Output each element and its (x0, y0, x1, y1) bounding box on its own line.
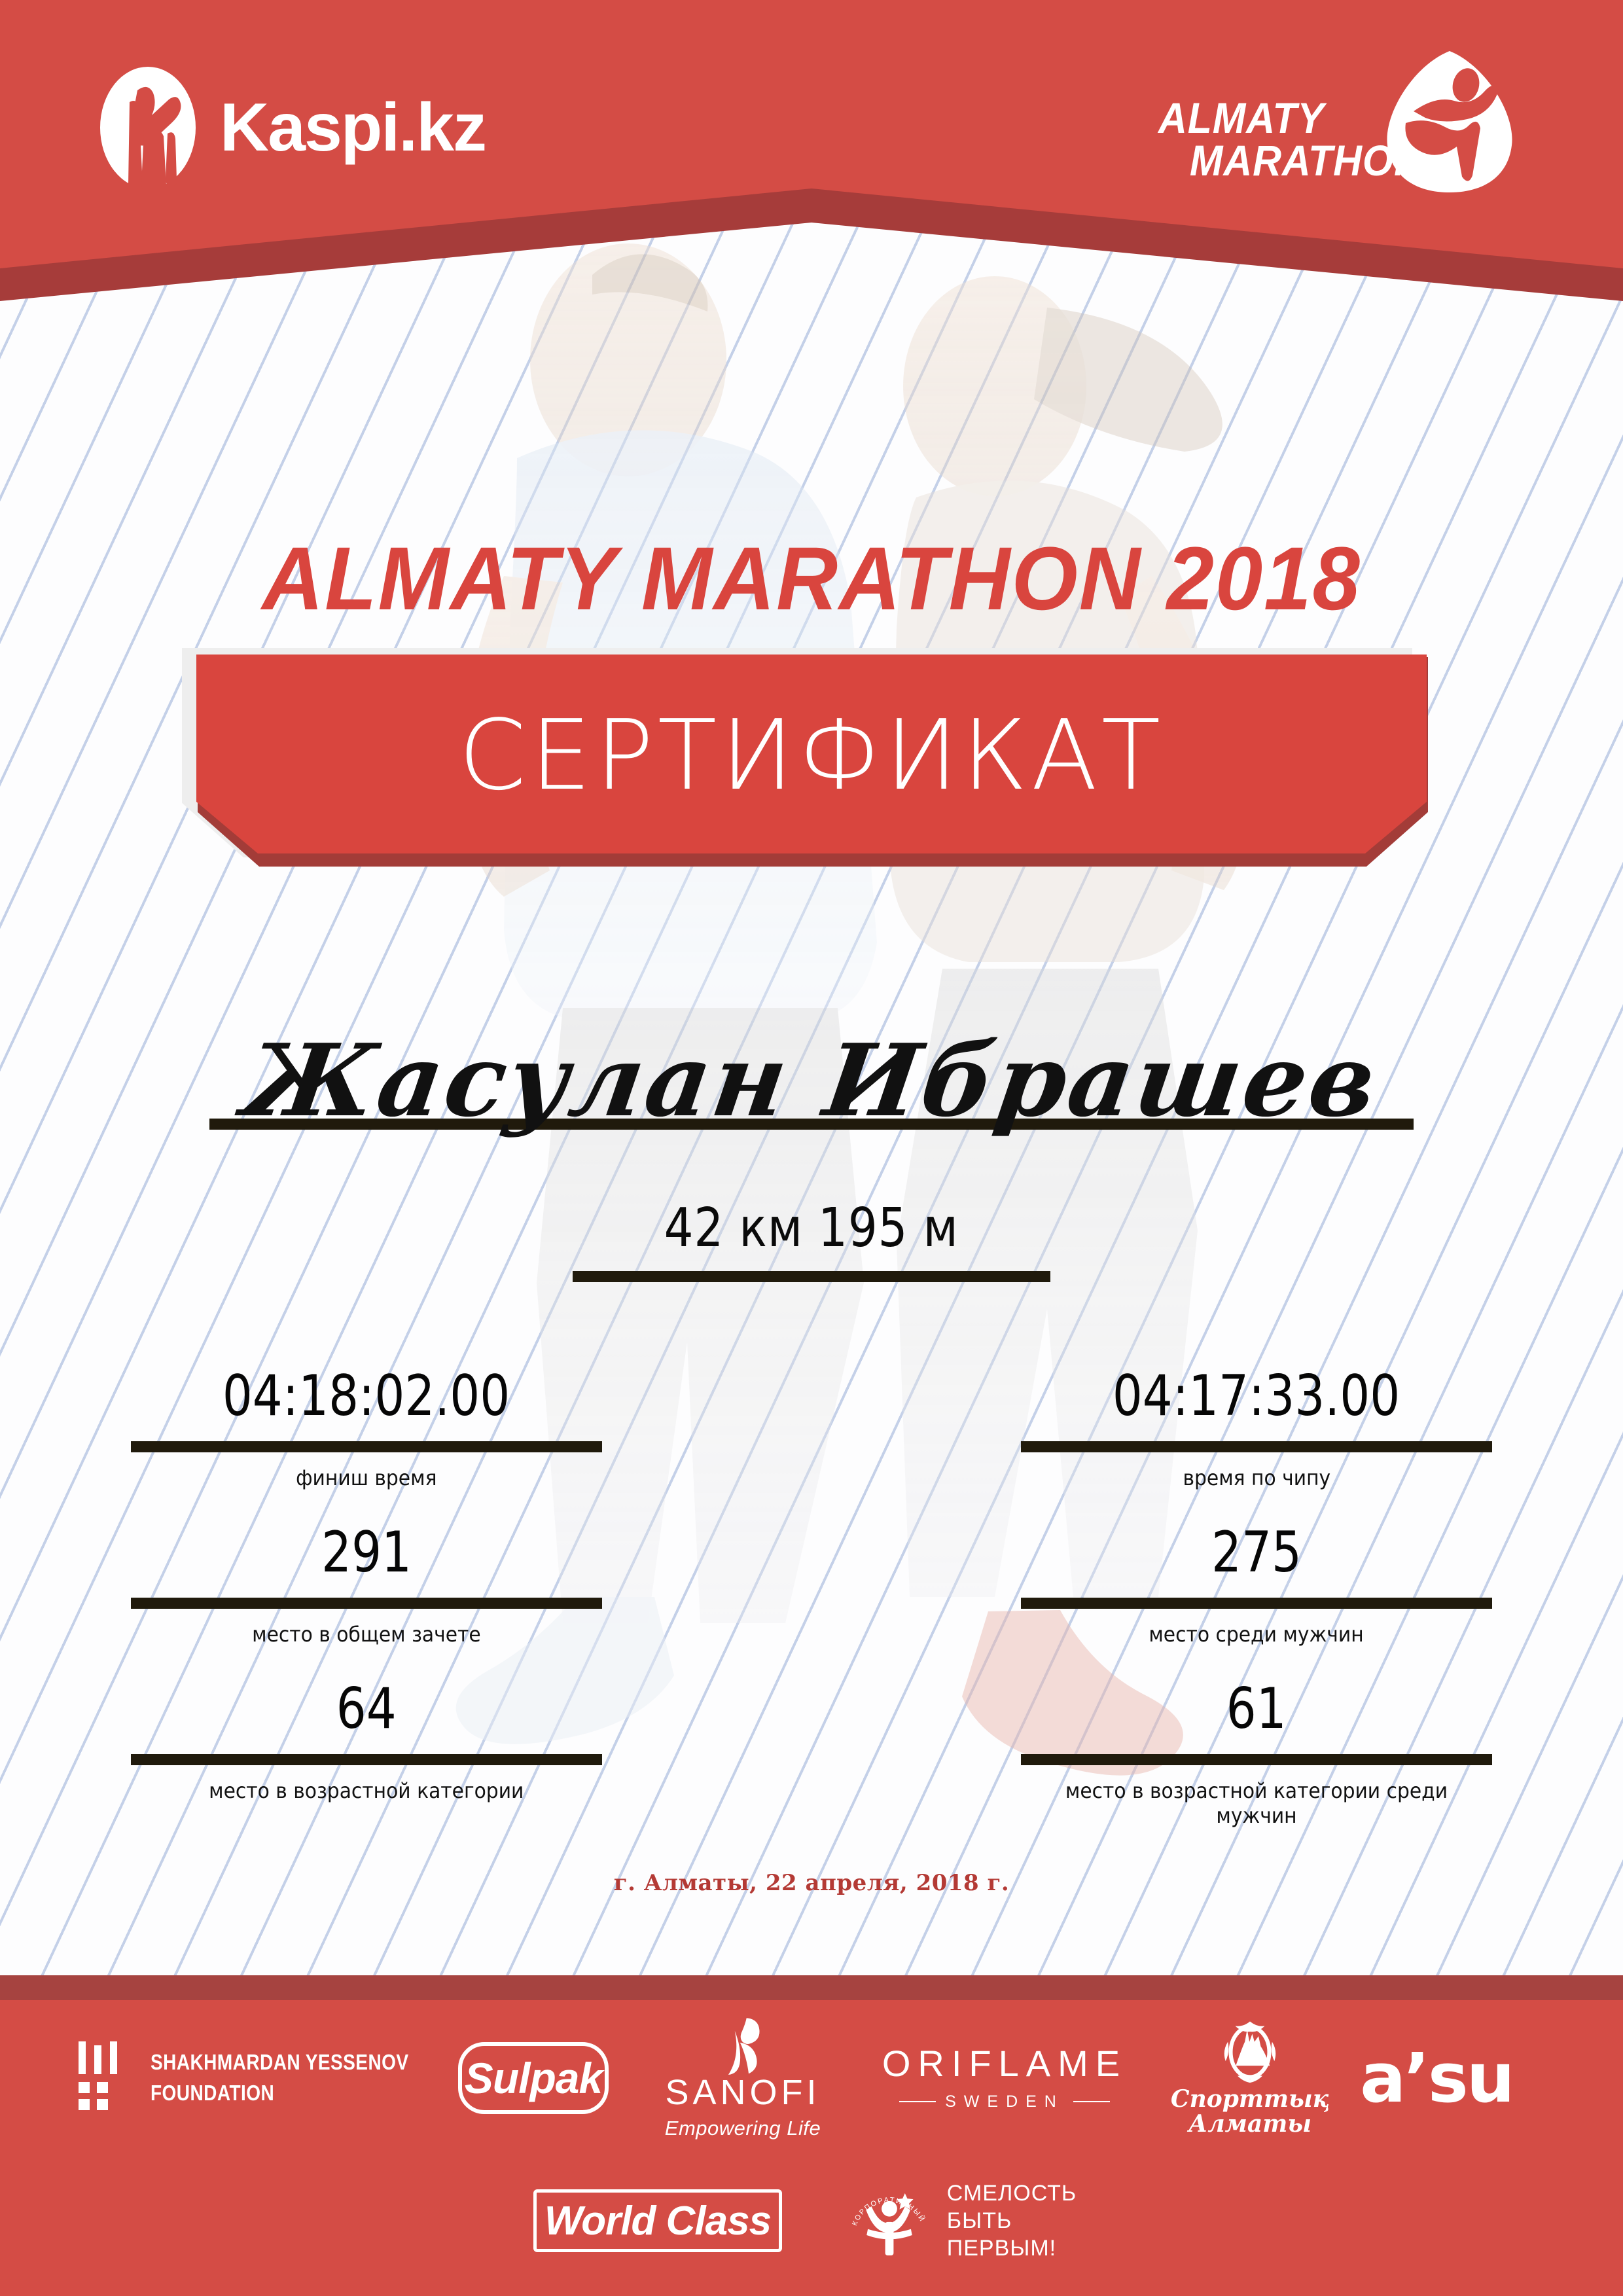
result-age-group-men-place: 61 место в возрастной категории среди му… (812, 1681, 1623, 1828)
sport-almaty-line-1: Спорттық (1170, 2085, 1330, 2113)
result-label: место в общем зачете (252, 1622, 481, 1647)
banner-label: СЕРТИФИКАТ (458, 699, 1165, 812)
result-value: 61 (1226, 1676, 1287, 1742)
yessenov-wordmark: SHAKHMARDAN YESSENOV FOUNDATION (151, 2047, 409, 2109)
result-age-group-place: 64 место в возрастной категории (0, 1681, 812, 1828)
yessenov-line-2: FOUNDATION (150, 2081, 275, 2105)
kaspi-parent-child-icon (98, 65, 198, 194)
result-label: место среди мужчин (1149, 1622, 1364, 1647)
distance-block: 42 км 195 м (0, 1202, 1623, 1282)
yessenov-bars-icon (76, 2041, 134, 2115)
sponsor-oriflame: ORIFLAME SWEDEN (854, 2045, 1155, 2111)
result-finish-time: 04:18:02.00 финиш время (0, 1368, 812, 1490)
result-value: 04:18:02.00 (223, 1363, 510, 1429)
result-value: 275 (1211, 1520, 1302, 1585)
sport-almaty-wordmark: Спорттық Алматы (1165, 2087, 1335, 2137)
distance-underline (573, 1271, 1050, 1282)
place-and-date: г. Алматы, 22 апреля, 2018 г. (613, 1870, 1010, 1896)
sponsor-smelost-byt-pervym: КОРПОРАТИВНЫЙ ФОНД СМЕЛОСТЬ БЫТЬ ПЕРВЫМ! (808, 2173, 1116, 2263)
results-row: 04:18:02.00 финиш время 04:17:33.00 врем… (0, 1368, 1623, 1490)
yessenov-line-1: SHAKHMARDAN YESSENOV (150, 2050, 409, 2075)
page-header (0, 0, 1623, 334)
almaty-marathon-logo: ALMATY MARATHON (1158, 46, 1525, 223)
result-chip-time: 04:17:33.00 время по чипу (812, 1368, 1623, 1490)
am-line-1: ALMATY (1158, 94, 1325, 142)
sponsor-sport-almaty: Спорттық Алматы (1155, 2019, 1345, 2137)
sponsor-world-class: World Class (507, 2189, 808, 2252)
page-title: ALMATY MARATHON 2018 (262, 529, 1361, 629)
result-value: 64 (336, 1676, 397, 1742)
smelost-line-3: ПЕРВЫМ! (946, 2236, 1057, 2261)
smelost-wordmark: СМЕЛОСТЬ БЫТЬ ПЕРВЫМ! (947, 2179, 1077, 2262)
sponsors-row-primary: SHAKHMARDAN YESSENOV FOUNDATION Sulpak (0, 2016, 1623, 2140)
sponsor-yessenov-foundation: SHAKHMARDAN YESSENOV FOUNDATION (78, 2041, 435, 2115)
result-underline (131, 1441, 602, 1452)
result-value: 04:17:33.00 (1113, 1363, 1400, 1429)
result-underline (131, 1598, 602, 1609)
sponsor-sulpak: Sulpak (435, 2042, 632, 2114)
oriflame-sub-wrap: SWEDEN (867, 2092, 1142, 2111)
sport-almaty-line-2: Алматы (1188, 2110, 1311, 2138)
result-label: время по чипу (1183, 1465, 1330, 1490)
smelost-line-1: СМЕЛОСТЬ (946, 2180, 1077, 2206)
result-value: 291 (321, 1520, 412, 1585)
sponsors-footer: SHAKHMARDAN YESSENOV FOUNDATION Sulpak (0, 1975, 1623, 2296)
asu-wordmark: aʼsu (1360, 2038, 1515, 2118)
sanofi-bird-icon (645, 2016, 841, 2075)
am-line-2: MARATHON (1189, 135, 1423, 185)
result-men-place: 275 место среди мужчин (812, 1524, 1623, 1647)
athlete-name: Жасулан Ибрашев (237, 1022, 1386, 1139)
kaspi-wordmark: Kaspi.kz (220, 90, 487, 166)
footer-top-band (0, 1975, 1623, 2000)
sponsor-asu: aʼsu (1345, 2044, 1528, 2112)
result-label: финиш время (296, 1465, 437, 1490)
result-underline (1021, 1754, 1492, 1765)
result-underline (1021, 1441, 1492, 1452)
distance-value: 42 км 195 м (664, 1197, 959, 1259)
result-label: место в возрастной категории среди мужчи… (1065, 1778, 1448, 1828)
almaty-marathon-wordmark: ALMATY MARATHON (1158, 94, 1423, 185)
world-class-wordmark: World Class (533, 2189, 782, 2252)
oriflame-rule-left (899, 2101, 936, 2102)
sponsor-sanofi: SANOFI Empowering Life (632, 2016, 854, 2140)
oriflame-sub-label: SWEDEN (945, 2092, 1064, 2111)
sponsors-row-secondary: World Class КОРПОРАТИВНЫЙ ФОНД (0, 2165, 1623, 2276)
oriflame-rule-right (1073, 2101, 1110, 2102)
sanofi-tagline: Empowering Life (664, 2117, 821, 2140)
sport-almaty-crest-icon (1165, 2019, 1335, 2087)
results-grid: 04:18:02.00 финиш время 04:17:33.00 врем… (0, 1368, 1623, 1828)
athlete-name-block: Жасулан Ибрашев (0, 1022, 1623, 1139)
result-label: место в возрастной категории (209, 1778, 524, 1803)
almaty-marathon-runner-icon (1374, 46, 1525, 196)
results-row: 291 место в общем зачете 275 место среди… (0, 1524, 1623, 1647)
result-overall-place: 291 место в общем зачете (0, 1524, 812, 1647)
certificate-banner: СЕРТИФИКАТ (182, 648, 1428, 867)
smelost-figure-icon: КОРПОРАТИВНЫЙ ФОНД (844, 2173, 931, 2263)
smelost-line-2: БЫТЬ (946, 2208, 1012, 2233)
sanofi-wordmark: SANOFI (665, 2073, 821, 2112)
results-row: 64 место в возрастной категории 61 место… (0, 1681, 1623, 1828)
result-underline (1021, 1598, 1492, 1609)
kaspi-logo: Kaspi.kz (98, 65, 487, 194)
oriflame-wordmark: ORIFLAME (882, 2042, 1128, 2084)
sulpak-wordmark: Sulpak (458, 2042, 609, 2114)
result-underline (131, 1754, 602, 1765)
